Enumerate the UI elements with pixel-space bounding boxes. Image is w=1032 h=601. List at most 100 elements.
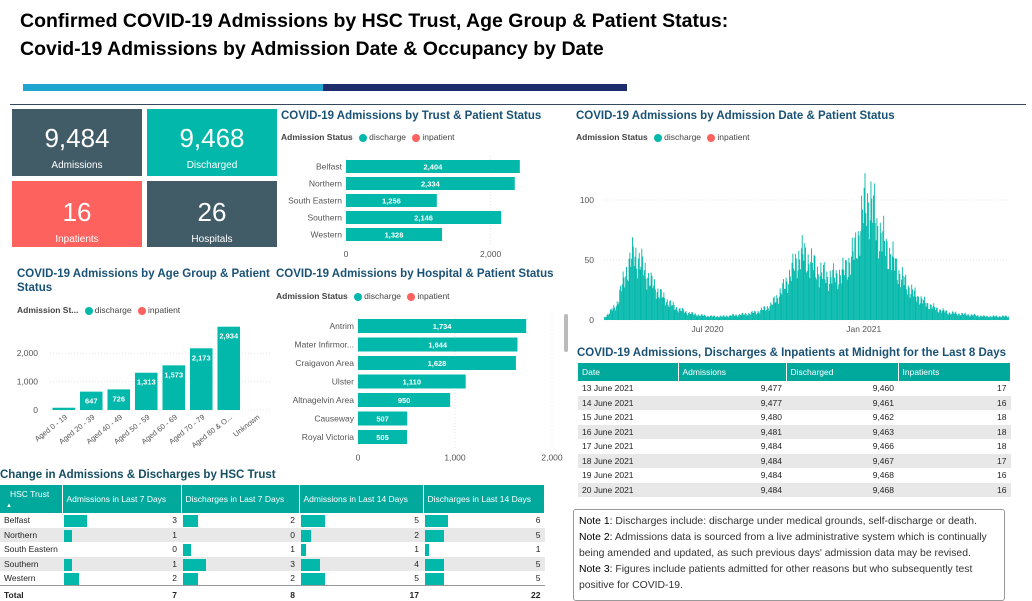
bar-discharge[interactable] (856, 258, 858, 320)
table-row[interactable]: 16 June 2021 9,481 9,463 18 (578, 424, 1011, 439)
bar-discharge[interactable] (771, 304, 773, 320)
bar-discharge[interactable] (684, 312, 686, 320)
bar-discharge[interactable] (873, 195, 874, 320)
bar-discharge[interactable] (346, 194, 437, 207)
bar-discharge[interactable] (826, 271, 828, 320)
bar-discharge[interactable] (722, 315, 724, 320)
bar-discharge[interactable] (812, 270, 814, 320)
bar-discharge[interactable] (948, 312, 950, 320)
bar-discharge[interactable] (658, 297, 660, 320)
bar-discharge[interactable] (957, 313, 959, 320)
bar-discharge[interactable] (809, 278, 811, 320)
table-row[interactable]: Western 2 2 5 5 (0, 571, 545, 586)
bar-discharge[interactable] (358, 411, 408, 426)
bar-discharge[interactable] (739, 315, 741, 320)
bar-discharge[interactable] (856, 258, 857, 320)
bar-discharge[interactable] (912, 296, 914, 320)
bar-discharge[interactable] (864, 173, 866, 320)
bar-discharge[interactable] (888, 269, 890, 320)
bar-discharge[interactable] (787, 292, 789, 320)
bar-discharge[interactable] (962, 313, 964, 320)
bar-discharge[interactable] (814, 256, 816, 320)
bar-discharge[interactable] (934, 306, 936, 320)
bar-discharge[interactable] (605, 317, 607, 320)
bar-discharge[interactable] (873, 183, 875, 320)
bar-discharge[interactable] (657, 288, 659, 320)
bar-discharge[interactable] (990, 316, 992, 320)
bar-discharge[interactable] (713, 315, 715, 320)
bar-discharge[interactable] (637, 278, 639, 320)
bar-discharge[interactable] (704, 314, 706, 320)
bar-discharge[interactable] (607, 313, 609, 320)
bar-discharge[interactable] (817, 274, 819, 320)
bar-discharge[interactable] (776, 295, 778, 320)
bar-discharge[interactable] (687, 315, 689, 320)
bar-discharge[interactable] (804, 243, 806, 320)
bar-discharge[interactable] (781, 294, 783, 320)
bar-discharge[interactable] (834, 277, 835, 320)
bar-discharge[interactable] (867, 202, 869, 320)
bar-discharge[interactable] (855, 232, 857, 320)
bar-discharge[interactable] (942, 308, 944, 320)
age-chart-legend[interactable]: Admission St... discharge inpatient (17, 305, 180, 315)
bar-discharge[interactable] (134, 372, 158, 410)
bar-discharge[interactable] (977, 315, 979, 320)
bar-discharge[interactable] (903, 285, 905, 320)
bar-discharge[interactable] (862, 223, 864, 320)
bar-discharge[interactable] (879, 222, 881, 320)
bar-discharge[interactable] (617, 304, 619, 320)
bar-discharge[interactable] (726, 315, 728, 320)
bar-discharge[interactable] (832, 269, 834, 320)
bar-discharge[interactable] (886, 241, 888, 320)
bar-discharge[interactable] (931, 308, 933, 320)
bar-discharge[interactable] (628, 258, 630, 320)
bar-discharge[interactable] (930, 305, 932, 320)
bar-discharge[interactable] (871, 198, 873, 320)
bar-discharge[interactable] (725, 316, 727, 320)
bar-discharge[interactable] (701, 314, 703, 320)
bar-discharge[interactable] (981, 316, 983, 320)
bar-discharge[interactable] (790, 280, 792, 320)
bar-discharge[interactable] (733, 314, 734, 320)
bar-discharge[interactable] (923, 299, 925, 320)
bar-discharge[interactable] (970, 314, 972, 320)
bar-discharge[interactable] (679, 307, 681, 320)
bar-discharge[interactable] (850, 274, 852, 320)
bar-discharge[interactable] (805, 247, 807, 320)
bar-discharge[interactable] (738, 315, 740, 320)
bar-discharge[interactable] (916, 301, 918, 320)
bar-discharge[interactable] (740, 315, 742, 320)
bar-discharge[interactable] (874, 222, 876, 320)
bar-discharge[interactable] (346, 177, 515, 190)
table-row[interactable]: South Eastern 0 1 1 1 (0, 542, 545, 557)
bar-discharge[interactable] (920, 296, 922, 320)
bar-discharge[interactable] (766, 309, 768, 320)
bar-discharge[interactable] (890, 254, 891, 320)
bar-discharge[interactable] (907, 285, 909, 320)
bar-discharge[interactable] (770, 302, 772, 320)
bar-discharge[interactable] (680, 310, 682, 320)
bar-discharge[interactable] (656, 292, 658, 320)
bar-discharge[interactable] (756, 313, 758, 320)
bar-discharge[interactable] (801, 235, 803, 320)
bar-discharge[interactable] (961, 312, 963, 320)
bar-discharge[interactable] (859, 255, 861, 320)
bar-discharge[interactable] (890, 270, 892, 320)
bar-discharge[interactable] (818, 287, 820, 320)
bar-discharge[interactable] (891, 256, 893, 320)
change-table[interactable]: HSC Trust ▲ Admissions in Last 7 Days Dis… (0, 485, 545, 601)
bar-discharge[interactable] (965, 314, 967, 320)
bar-discharge[interactable] (626, 279, 628, 320)
bar-discharge[interactable] (744, 313, 746, 320)
bar-discharge[interactable] (800, 269, 801, 320)
bar-discharge[interactable] (699, 316, 701, 320)
bar-discharge[interactable] (642, 256, 644, 320)
bar-discharge[interactable] (721, 316, 723, 320)
bar-discharge[interactable] (669, 301, 671, 320)
bar-discharge[interactable] (759, 313, 761, 320)
bar-discharge[interactable] (788, 284, 790, 320)
bar-discharge[interactable] (631, 258, 633, 320)
bar-discharge[interactable] (811, 262, 813, 320)
date-chart-legend[interactable]: Admission Status discharge inpatient (576, 132, 750, 142)
